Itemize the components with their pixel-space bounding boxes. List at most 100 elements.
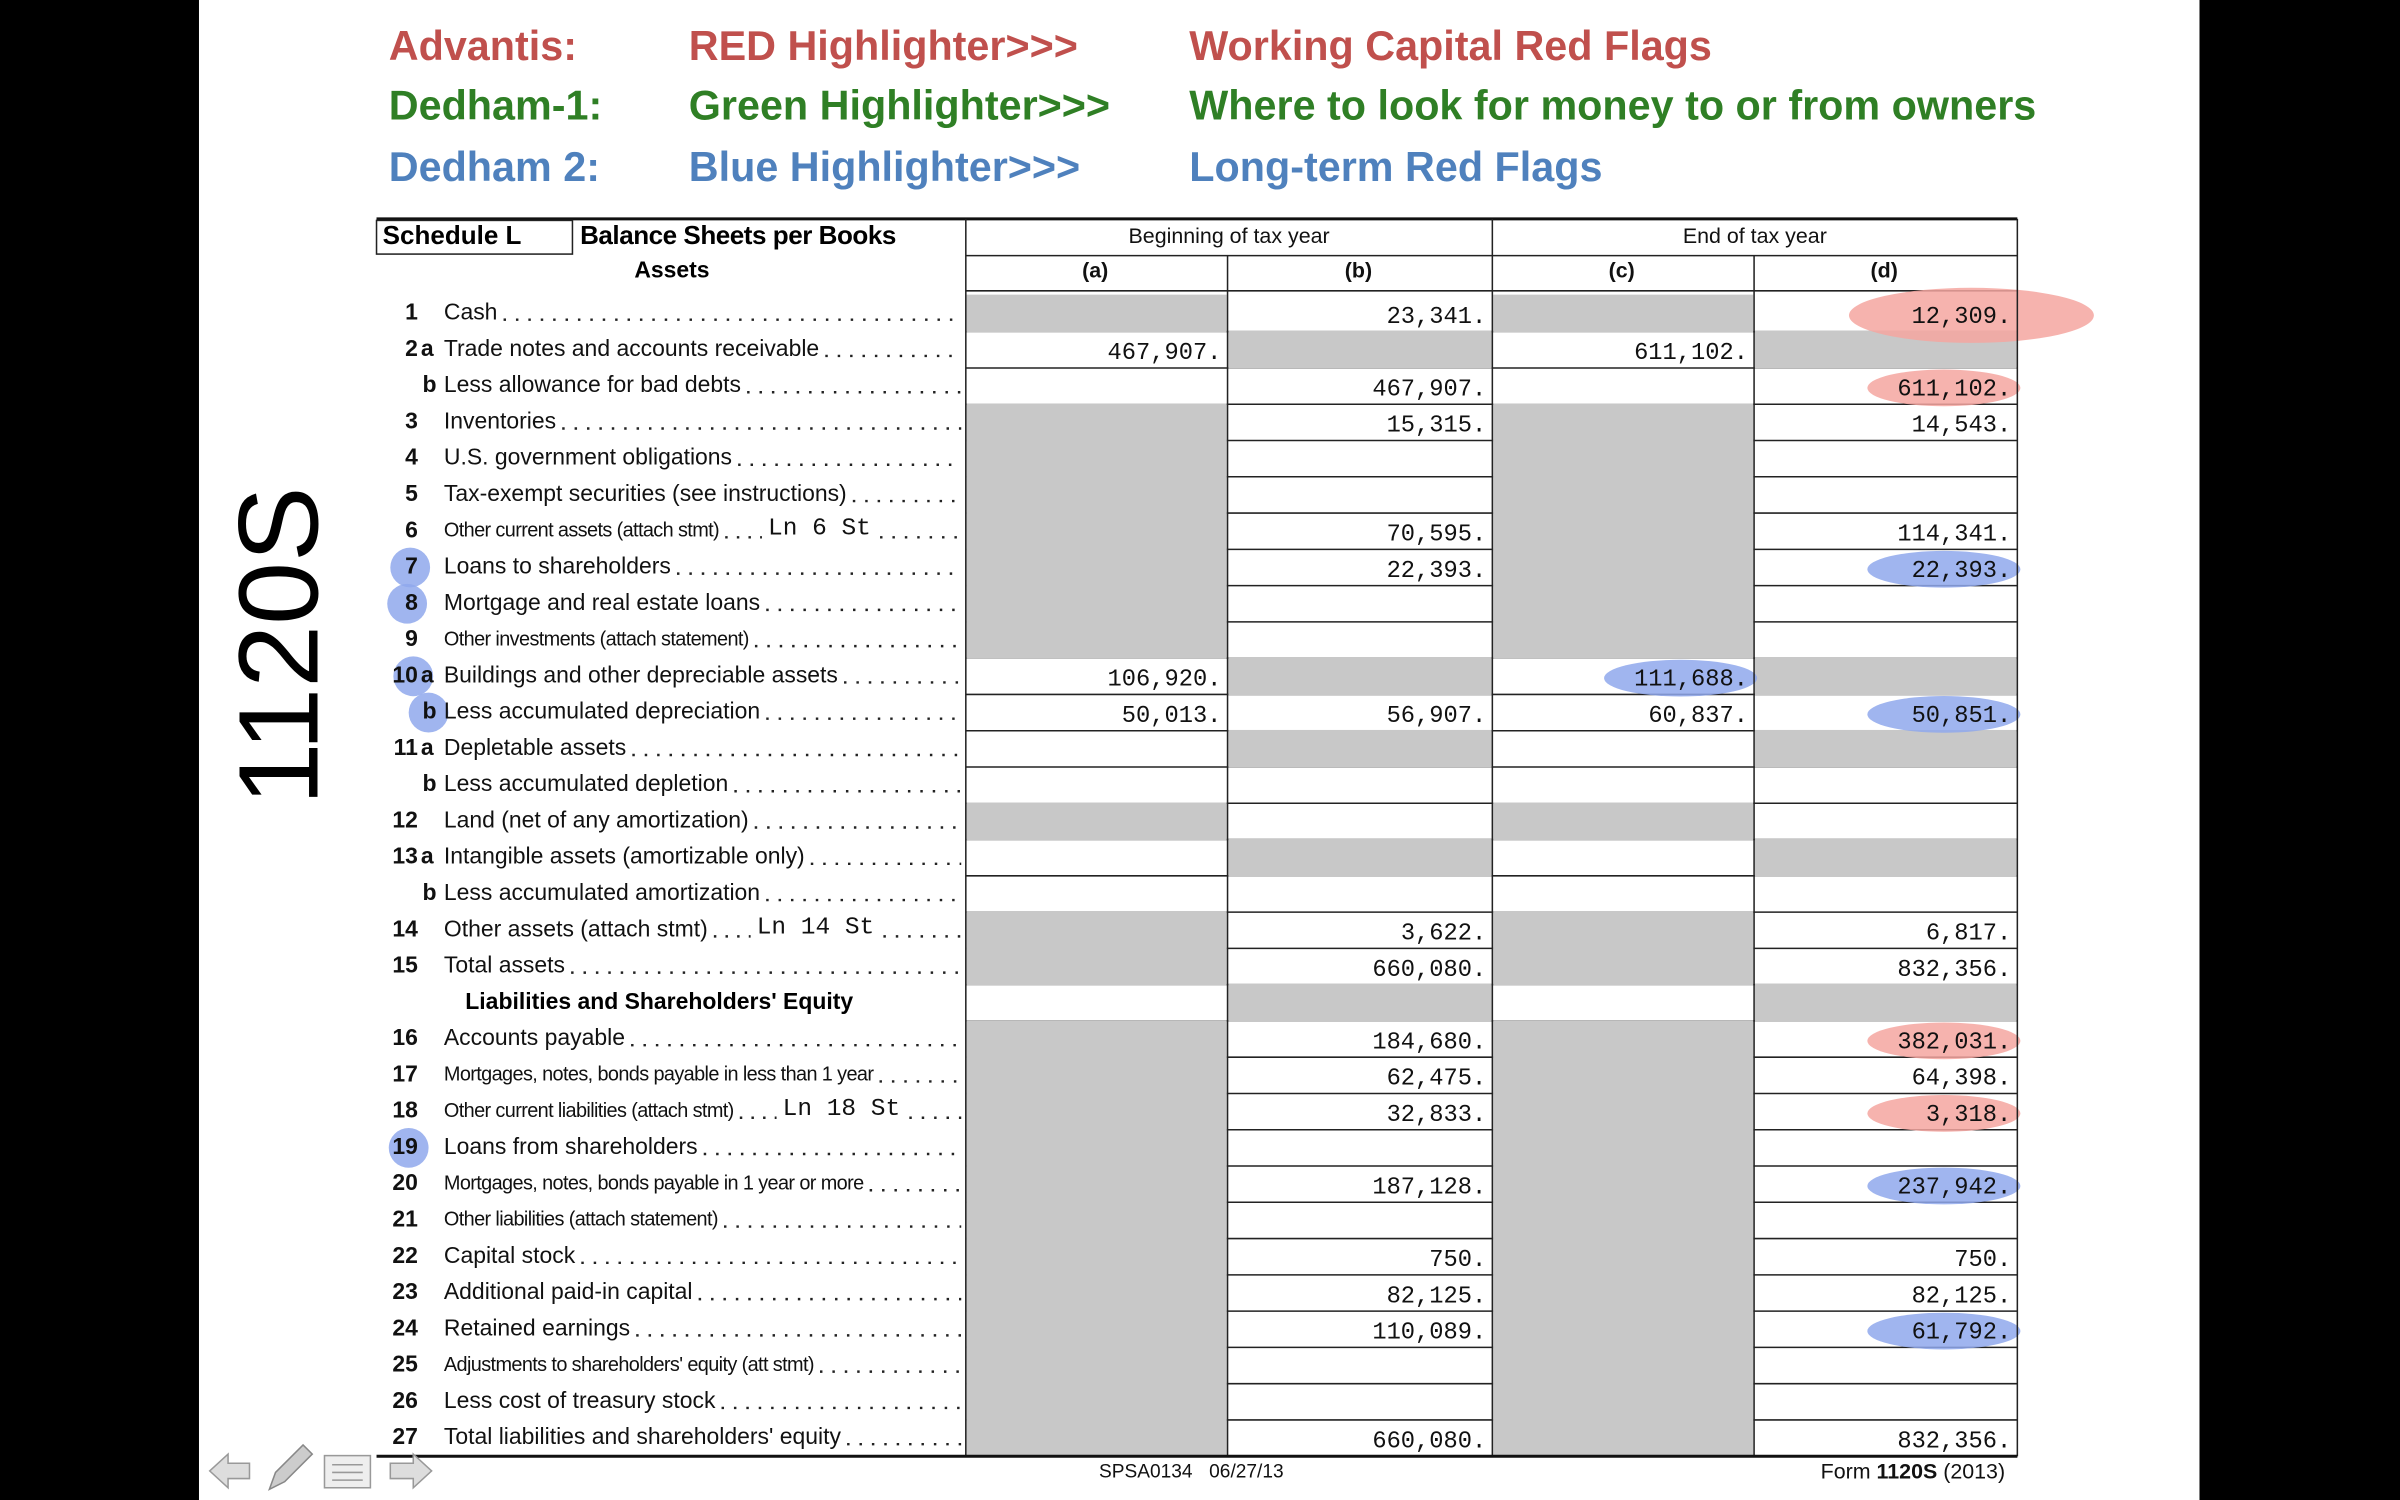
shaded-cell	[1493, 512, 1754, 551]
amount: 82,125.	[1387, 1283, 1487, 1310]
line-number: 17	[392, 1060, 418, 1086]
line-label: Mortgages, notes, bonds payable in less …	[444, 1064, 874, 1086]
line-number: 14	[392, 915, 418, 941]
amount: 106,920.	[1108, 667, 1222, 694]
amount: 23,341.	[1387, 304, 1487, 331]
line-label: Other assets (attach stmt)	[444, 915, 708, 941]
amount: 110,089.	[1372, 1320, 1486, 1347]
slide-navigation	[208, 1443, 433, 1491]
shaded-cell	[1493, 584, 1754, 623]
line-note: Ln 6 St	[768, 516, 871, 543]
shaded-cell	[966, 1310, 1227, 1349]
amount: 111,688.	[1634, 667, 1748, 694]
highlight	[1867, 1022, 2021, 1060]
shaded-cell	[1493, 1056, 1754, 1095]
line-letter: a	[421, 734, 434, 760]
amount: 750.	[1954, 1247, 2011, 1274]
nav-back[interactable]	[208, 1452, 251, 1490]
amount: 82,125.	[1912, 1283, 2012, 1310]
amount: 467,907.	[1372, 376, 1486, 403]
line-number: 13	[392, 843, 418, 869]
shaded-cell	[1754, 983, 2017, 1022]
side-label: 1120S	[216, 486, 343, 805]
amount: 660,080.	[1372, 1428, 1486, 1455]
nav-pen[interactable]	[268, 1443, 314, 1491]
line-number: 3	[405, 407, 418, 433]
amount: 12,309.	[1912, 304, 2012, 331]
amount: 114,341.	[1897, 522, 2011, 549]
shaded-cell	[1754, 838, 2017, 877]
shaded-cell	[966, 802, 1227, 841]
line-label: Adjustments to shareholders' equity (att…	[444, 1354, 814, 1376]
highlight	[1867, 369, 2021, 407]
footer-code: SPSA0134	[1099, 1461, 1193, 1482]
line-number: 11	[394, 734, 418, 760]
shaded-cell	[966, 1020, 1227, 1058]
line-label: Loans to shareholders	[444, 553, 671, 579]
nav-menu-lines	[332, 1464, 363, 1481]
amount: 832,356.	[1897, 957, 2011, 984]
line-label: Less accumulated depreciation	[444, 698, 760, 724]
line-label: Trade notes and accounts receivable	[444, 335, 819, 361]
line-label: Other current assets (attach stmt)	[444, 519, 719, 541]
header-name: Dedham 2:	[389, 144, 600, 190]
line-label: Other current liabilities (attach stmt)	[444, 1100, 734, 1122]
shaded-cell	[966, 476, 1227, 514]
column-header: (d)	[1871, 258, 1898, 282]
line-label: Land (net of any amortization)	[444, 806, 749, 832]
line-label: Less accumulated depletion	[444, 770, 728, 796]
amount: 61,792.	[1912, 1320, 2012, 1347]
line-label: Mortgage and real estate loans	[444, 589, 760, 615]
shaded-cell	[1493, 1310, 1754, 1349]
highlight	[1867, 1095, 2021, 1132]
header-meaning: Working Capital Red Flags	[1189, 23, 1712, 69]
line-letter: b	[422, 371, 436, 397]
highlight	[1867, 1312, 2021, 1350]
number-highlight	[388, 1127, 429, 1168]
shaded-cell	[966, 1165, 1227, 1204]
shaded-cell	[1493, 911, 1754, 950]
line-label: Intangible assets (amortizable only)	[444, 843, 805, 869]
column-header: (b)	[1345, 258, 1372, 282]
shaded-cell	[1228, 729, 1492, 768]
highlight	[1867, 696, 2021, 733]
amount: 832,356.	[1897, 1428, 2011, 1455]
line-label: Inventories	[444, 407, 556, 433]
line-letter: b	[422, 770, 436, 796]
shaded-cell	[1493, 1092, 1754, 1131]
column-header: (c)	[1609, 258, 1635, 282]
line-letter: a	[421, 843, 434, 869]
line-number: 6	[405, 516, 418, 542]
line-label: Depletable assets	[444, 734, 626, 760]
line-label: Loans from shareholders	[444, 1133, 698, 1159]
shaded-cell	[1493, 947, 1754, 986]
line-letter: b	[422, 698, 436, 724]
footer-form: Form 1120S (2013)	[1821, 1459, 2005, 1483]
shaded-cell	[966, 1092, 1227, 1131]
line-number: 19	[392, 1133, 418, 1159]
line-label: Accounts payable	[444, 1024, 625, 1050]
line-number: 10	[392, 661, 418, 687]
shaded-cell	[1493, 1346, 1754, 1385]
shaded-cell	[1493, 403, 1754, 442]
line-letter: b	[422, 879, 436, 905]
amount: 184,680.	[1372, 1029, 1486, 1056]
amount: 60,837.	[1648, 703, 1748, 730]
header-tool: Blue Highlighter>>>	[689, 144, 1080, 190]
footer-form-name: 1120S	[1877, 1459, 1938, 1483]
shaded-cell	[1493, 548, 1754, 587]
legend-header: Advantis: RED Highlighter>>> Working Cap…	[389, 23, 2036, 190]
number-highlight	[408, 692, 449, 733]
shaded-cell	[1228, 983, 1492, 1022]
shaded-cell	[966, 947, 1227, 986]
header-meaning: Where to look for money to or from owner…	[1189, 83, 2036, 129]
shaded-cell	[966, 1201, 1227, 1240]
line-label: Retained earnings	[444, 1314, 630, 1340]
line-note: Ln 18 St	[783, 1096, 900, 1123]
nav-forward[interactable]	[389, 1452, 433, 1490]
amount: 187,128.	[1372, 1174, 1486, 1201]
amount: 32,833.	[1387, 1102, 1487, 1129]
line-number: 18	[392, 1097, 418, 1123]
shaded-cell	[966, 294, 1227, 333]
shaded-cell	[966, 1056, 1227, 1095]
